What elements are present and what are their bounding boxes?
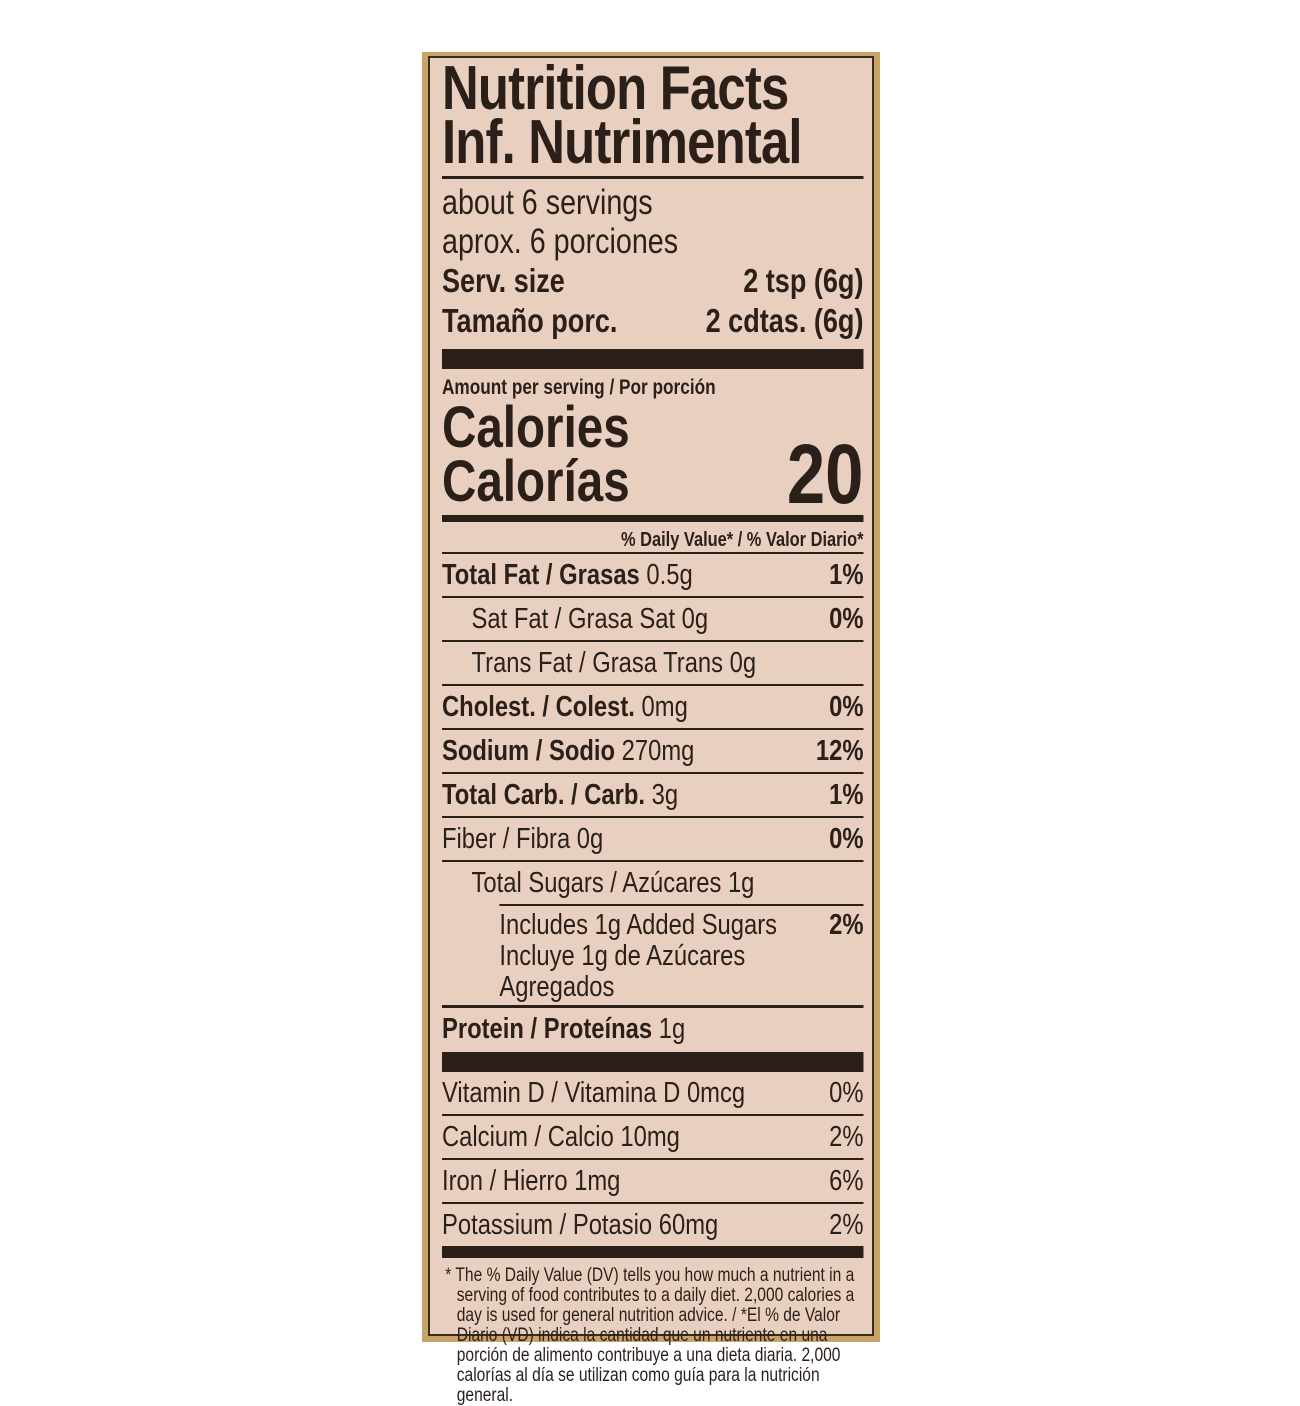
nutrient-dv: 2% <box>829 909 864 941</box>
footnote: * The % Daily Value (DV) tells you how m… <box>445 1265 855 1406</box>
vitamin-row: Potassium / Potasio 60mg 2% <box>442 1202 864 1246</box>
calories-label-es: Calorías <box>442 449 630 514</box>
nutrient-row: Trans Fat / Grasa Trans 0g <box>442 640 864 684</box>
vitamin-row: Iron / Hierro 1mg 6% <box>442 1158 864 1202</box>
nutrient-row: Sat Fat / Grasa Sat 0g 0% <box>442 596 864 640</box>
nutrient-amount: 0g <box>729 647 757 679</box>
servings-es: aprox. 6 porciones <box>442 222 679 261</box>
vitamin-label: Iron / Hierro 1mg <box>442 1165 621 1197</box>
thick-divider <box>442 1246 864 1258</box>
nutrient-dv: 1% <box>829 779 864 811</box>
serving-size-value: 2 tsp (6g) <box>743 262 864 299</box>
vitamin-dv: 2% <box>829 1121 864 1153</box>
added-sugars-divider <box>499 904 864 906</box>
vitamin-label: Potassium / Potasio 60mg <box>442 1209 719 1241</box>
nutrient-row-added-sugars: Includes 1g Added Sugars Incluye 1g de Az… <box>442 906 863 1005</box>
serving-size-value-es: 2 cdtas. (6g) <box>705 302 864 339</box>
nutrition-label <box>428 56 874 1336</box>
nutrition-content: Nutrition Facts Inf. Nutrimental about 6… <box>442 54 864 1406</box>
serving-size-en: Serv. size 2 tsp (6g) <box>442 261 863 301</box>
nutrient-label: Includes 1g Added Sugars <box>499 909 778 941</box>
nutrient-label: Sodium / Sodio <box>442 735 616 767</box>
daily-value-header: % Daily Value* / % Valor Diario* <box>621 529 864 551</box>
nutrient-label: Cholest. / Colest. <box>442 691 635 723</box>
serving-size-es: Tamaño porc. 2 cdtas. (6g) <box>442 301 863 341</box>
nutrient-label: Fiber / Fibra <box>442 823 571 855</box>
nutrient-amount: 270mg <box>621 735 695 767</box>
thick-divider <box>442 349 864 369</box>
nutrient-row: Total Fat / Grasas 0.5g 1% <box>442 552 864 596</box>
title-en: Nutrition Facts <box>442 54 789 123</box>
vitamin-label: Vitamin D / Vitamina D 0mcg <box>442 1077 746 1109</box>
nutrient-row: Protein / Proteínas 1g <box>442 1005 864 1050</box>
vitamin-dv: 0% <box>829 1077 864 1109</box>
nutrient-dv: 0% <box>829 603 864 635</box>
vitamin-row: Calcium / Calcio 10mg 2% <box>442 1114 864 1158</box>
nutrient-label: Sat Fat / Grasa Sat <box>471 603 676 635</box>
nutrient-label: Protein / Proteínas <box>442 1013 653 1045</box>
servings-en: about 6 servings <box>442 183 653 222</box>
nutrient-label: Trans Fat / Grasa Trans <box>471 647 724 679</box>
vitamin-label: Calcium / Calcio 10mg <box>442 1121 680 1153</box>
nutrient-amount: 3g <box>651 779 679 811</box>
vitamin-dv: 6% <box>829 1165 864 1197</box>
nutrient-row: Total Carb. / Carb. 3g 1% <box>442 772 864 816</box>
nutrient-label-es: Incluye 1g de Azúcares Agregados <box>499 940 746 1003</box>
nutrient-row: Total Sugars / Azúcares 1g <box>442 860 864 904</box>
nutrient-amount: 1g <box>658 1013 686 1045</box>
divider <box>442 176 864 179</box>
calories-block: Calories Calorías 20 <box>442 395 864 521</box>
nutrient-dv: 0% <box>829 823 864 855</box>
nutrient-amount: 0g <box>576 823 604 855</box>
serving-size-label: Serv. size <box>442 262 565 299</box>
vitamin-dv: 2% <box>829 1209 864 1241</box>
title-es: Inf. Nutrimental <box>442 108 803 177</box>
calories-value: 20 <box>786 427 864 521</box>
nutrient-label: Total Carb. / Carb. <box>442 779 646 811</box>
nutrient-amount: 1g <box>727 867 755 899</box>
vitamin-row: Vitamin D / Vitamina D 0mcg 0% <box>442 1072 863 1114</box>
nutrient-label: Total Fat / Grasas <box>442 559 640 591</box>
nutrient-label: Total Sugars / Azúcares <box>471 867 722 899</box>
thick-divider <box>442 1052 864 1072</box>
nutrient-amount: 0.5g <box>646 559 693 591</box>
nutrient-row: Sodium / Sodio 270mg 12% <box>442 728 864 772</box>
nutrient-dv: 0% <box>829 691 864 723</box>
nutrient-amount: 0g <box>681 603 709 635</box>
calories-label-en: Calories <box>442 395 630 460</box>
nutrient-dv: 1% <box>829 559 864 591</box>
nutrient-amount: 0mg <box>641 691 688 723</box>
nutrient-row: Cholest. / Colest. 0mg 0% <box>442 684 864 728</box>
nutrient-dv: 12% <box>815 735 864 767</box>
nutrient-row: Fiber / Fibra 0g 0% <box>442 816 864 860</box>
amount-per-serving: Amount per serving / Por porción <box>442 376 716 399</box>
serving-size-label-es: Tamaño porc. <box>442 302 618 339</box>
medium-divider <box>442 515 864 522</box>
